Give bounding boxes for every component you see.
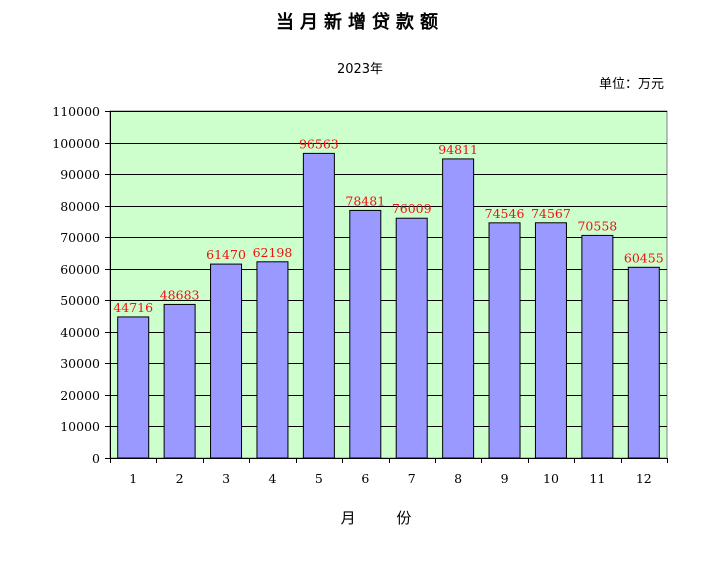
bar — [256, 261, 289, 459]
y-tick-label: 100000 — [52, 136, 100, 151]
x-axis-label: 月 份 — [340, 509, 430, 527]
x-tick-label: 12 — [636, 471, 652, 486]
data-label: 78481 — [345, 193, 385, 208]
unit-label: 单位：万元 — [598, 77, 664, 92]
y-tick-label: 30000 — [60, 356, 100, 371]
x-tick-label: 4 — [268, 471, 276, 486]
bar — [163, 303, 196, 459]
bar — [349, 209, 382, 459]
x-tick-label: 6 — [361, 471, 369, 486]
data-label: 94811 — [438, 142, 478, 157]
bars — [117, 152, 660, 459]
y-tick-label: 80000 — [60, 199, 100, 214]
x-tick-label: 2 — [176, 471, 184, 486]
y-tick-label: 20000 — [60, 388, 100, 403]
x-tick-label: 5 — [315, 471, 323, 486]
y-tick-label: 40000 — [60, 325, 100, 340]
bar — [627, 266, 660, 459]
y-tick-label: 60000 — [60, 262, 100, 277]
chart-title: 当月新增贷款额 — [276, 12, 444, 33]
y-tick-label: 70000 — [60, 230, 100, 245]
x-tick-label: 7 — [408, 471, 416, 486]
x-tick-label: 1 — [129, 471, 137, 486]
data-label: 76009 — [392, 201, 432, 216]
data-label: 61470 — [206, 247, 246, 262]
data-label: 44716 — [113, 300, 153, 315]
y-tick-label: 90000 — [60, 167, 100, 182]
bar — [534, 222, 567, 459]
x-axis: 1 2 3 4 5 6 7 8 9 10 11 12 — [110, 458, 668, 486]
bar — [442, 158, 475, 459]
data-label: 60455 — [624, 250, 664, 265]
data-label: 96563 — [299, 136, 339, 151]
bar — [302, 152, 335, 459]
data-label: 62198 — [253, 245, 293, 260]
y-tick-label: 10000 — [60, 419, 100, 434]
data-label: 48683 — [160, 287, 200, 302]
bar — [488, 222, 521, 459]
bar — [210, 263, 243, 459]
y-tick-label: 50000 — [60, 293, 100, 308]
x-tick-label: 3 — [222, 471, 230, 486]
bar — [395, 217, 428, 459]
x-tick-label: 10 — [543, 471, 559, 486]
y-axis: 0 10000 20000 30000 40000 50000 60000 70000 8000… — [52, 104, 111, 466]
x-tick-label: 8 — [454, 471, 462, 486]
data-label: 74567 — [531, 206, 571, 221]
chart-subtitle: 2023年 — [336, 62, 384, 77]
data-label: 74546 — [485, 206, 525, 221]
y-tick-label: 0 — [92, 451, 100, 466]
data-label: 70558 — [577, 218, 617, 233]
x-tick-label: 11 — [589, 471, 605, 486]
x-tick-label: 9 — [501, 471, 509, 486]
gridlines — [110, 111, 667, 427]
data-labels: 44716 48683 61470 62198 96563 78481 76009 94811… — [113, 136, 663, 315]
plot-area — [109, 110, 668, 459]
y-tick-label: 110000 — [52, 104, 100, 119]
bar — [581, 234, 614, 459]
bar — [117, 316, 150, 459]
